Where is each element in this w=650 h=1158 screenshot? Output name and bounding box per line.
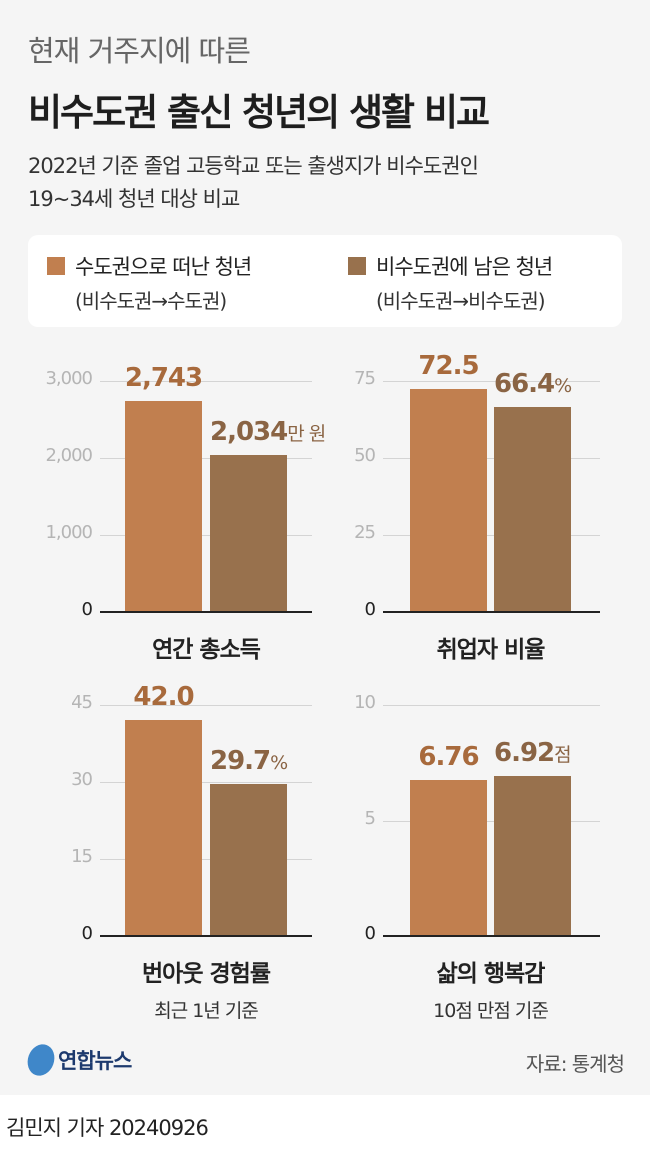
value-unit: 점 bbox=[554, 744, 572, 767]
y-tick-label: 10 bbox=[354, 692, 376, 713]
bar-noncapital bbox=[210, 783, 287, 936]
yonhap-logo-icon bbox=[23, 1040, 59, 1080]
gridline bbox=[383, 458, 600, 459]
y-tick-label: 0 bbox=[81, 599, 93, 620]
logo: 연합뉴스 bbox=[23, 1040, 132, 1080]
logo-text: 연합뉴스 bbox=[58, 1049, 132, 1073]
page-title: 비수도권 출신 청년의 생활 비교 bbox=[28, 91, 490, 134]
bar-noncapital bbox=[210, 455, 287, 612]
bar-noncapital bbox=[494, 776, 571, 936]
y-tick-label: 45 bbox=[71, 692, 93, 713]
value-unit: % bbox=[270, 751, 288, 774]
y-tick-label: 0 bbox=[364, 923, 376, 944]
y-tick-label: 1,000 bbox=[45, 522, 93, 543]
gridline bbox=[100, 381, 312, 382]
gridline bbox=[100, 859, 312, 860]
y-tick-label: 5 bbox=[364, 807, 376, 829]
value-number: 72.5 bbox=[418, 350, 479, 381]
y-tick-label: 15 bbox=[71, 846, 93, 867]
y-tick-label: 25 bbox=[354, 522, 376, 543]
x-axis-baseline bbox=[383, 611, 600, 613]
chart-title: 삶의 행복감 bbox=[436, 961, 546, 987]
value-unit: % bbox=[554, 375, 572, 398]
gridline bbox=[100, 458, 312, 459]
gridline bbox=[383, 381, 600, 382]
value-number: 6.92 bbox=[494, 738, 555, 769]
gridline bbox=[100, 535, 312, 536]
value-number: 6.76 bbox=[418, 741, 479, 772]
chart-title: 연간 총소득 bbox=[152, 637, 261, 663]
value-label: 72.5 bbox=[418, 350, 479, 381]
bar-capital bbox=[125, 720, 202, 936]
legend: 수도권으로 떠난 청년 (비수도권→수도권) 비수도권에 남은 청년 (비수도권… bbox=[28, 235, 622, 327]
subtitle-line-1: 2022년 기준 졸업 고등학교 또는 출생지가 비수도권인 bbox=[28, 154, 479, 178]
value-label: 6.76 bbox=[418, 741, 479, 772]
source: 자료: 통계청 bbox=[525, 1052, 625, 1076]
y-tick-label: 30 bbox=[71, 769, 93, 790]
gridline bbox=[100, 705, 312, 706]
byline: 김민지 기자 20240926 bbox=[6, 1116, 209, 1140]
gridline bbox=[383, 535, 600, 536]
gridline bbox=[100, 782, 312, 783]
legend-label: 비수도권에 남은 청년 bbox=[376, 255, 553, 279]
value-label: 42.0 bbox=[133, 682, 194, 713]
value-label: 66.4% bbox=[494, 369, 572, 400]
x-axis-baseline bbox=[100, 935, 312, 937]
value-number: 66.4 bbox=[494, 369, 555, 400]
legend-sublabel: (비수도권→비수도권) bbox=[376, 289, 546, 313]
legend-swatch-orange bbox=[47, 257, 65, 275]
subtitle-line-2: 19~34세 청년 대상 비교 bbox=[28, 187, 240, 211]
y-tick-label: 0 bbox=[81, 923, 93, 944]
value-number: 29.7 bbox=[210, 745, 271, 776]
x-axis-baseline bbox=[383, 935, 600, 937]
bar-noncapital bbox=[494, 407, 571, 612]
y-tick-label: 2,000 bbox=[45, 445, 93, 466]
bar-capital bbox=[125, 400, 202, 612]
gridline bbox=[383, 820, 600, 822]
chart-title: 번아웃 경험률 bbox=[142, 961, 271, 987]
y-tick-label: 0 bbox=[364, 599, 376, 620]
value-label: 2,743 bbox=[124, 362, 203, 393]
y-tick-label: 50 bbox=[354, 445, 376, 466]
chart-title: 취업자 비율 bbox=[436, 637, 546, 663]
value-label: 29.7% bbox=[210, 745, 288, 776]
value-label: 6.92점 bbox=[494, 738, 572, 769]
value-number: 2,743 bbox=[124, 362, 203, 393]
y-tick-label: 3,000 bbox=[45, 368, 93, 389]
chart-subtitle: 최근 1년 기준 bbox=[154, 1000, 259, 1022]
bar-capital bbox=[410, 779, 487, 936]
value-number: 2,034 bbox=[210, 417, 288, 448]
title-top: 현재 거주지에 따른 bbox=[28, 34, 251, 68]
legend-swatch-brown bbox=[348, 257, 366, 275]
x-axis-baseline bbox=[100, 611, 312, 613]
y-tick-label: 75 bbox=[354, 368, 376, 389]
gridline bbox=[383, 705, 600, 706]
value-number: 42.0 bbox=[133, 682, 194, 713]
legend-label: 수도권으로 떠난 청년 bbox=[75, 255, 252, 279]
bar-capital bbox=[410, 388, 487, 612]
legend-sublabel: (비수도권→수도권) bbox=[75, 289, 227, 313]
value-label: 2,034만 원 bbox=[210, 417, 326, 448]
value-unit: 만 원 bbox=[287, 423, 326, 446]
chart-subtitle: 10점 만점 기준 bbox=[433, 1000, 549, 1022]
